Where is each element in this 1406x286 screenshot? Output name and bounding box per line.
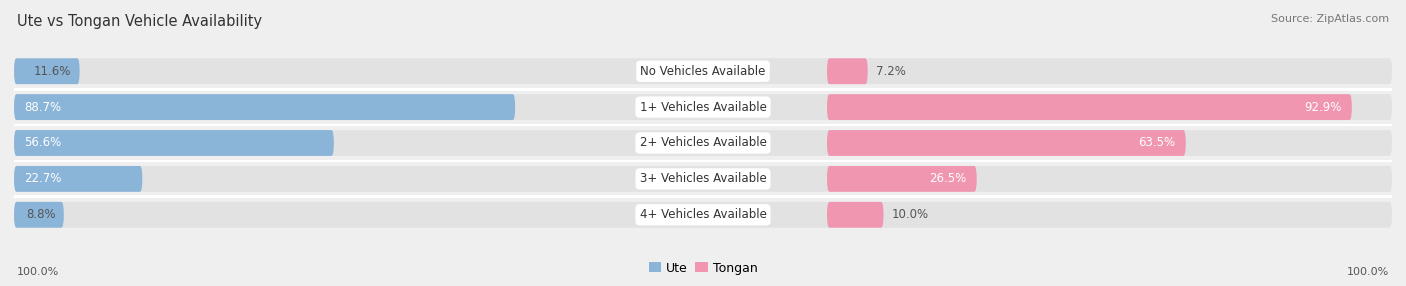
Text: 2+ Vehicles Available: 2+ Vehicles Available	[640, 136, 766, 150]
Text: 4+ Vehicles Available: 4+ Vehicles Available	[640, 208, 766, 221]
FancyBboxPatch shape	[14, 166, 1392, 192]
Text: 1+ Vehicles Available: 1+ Vehicles Available	[640, 101, 766, 114]
FancyBboxPatch shape	[827, 130, 1185, 156]
FancyBboxPatch shape	[14, 94, 515, 120]
Text: 26.5%: 26.5%	[929, 172, 966, 185]
Text: No Vehicles Available: No Vehicles Available	[640, 65, 766, 78]
Text: 56.6%: 56.6%	[24, 136, 62, 150]
Text: 100.0%: 100.0%	[17, 267, 59, 277]
FancyBboxPatch shape	[14, 202, 1392, 228]
Text: 22.7%: 22.7%	[24, 172, 62, 185]
Text: Ute vs Tongan Vehicle Availability: Ute vs Tongan Vehicle Availability	[17, 14, 262, 29]
FancyBboxPatch shape	[14, 202, 63, 228]
FancyBboxPatch shape	[827, 94, 1351, 120]
FancyBboxPatch shape	[14, 130, 1392, 156]
FancyBboxPatch shape	[14, 195, 1392, 198]
FancyBboxPatch shape	[827, 58, 868, 84]
Legend: Ute, Tongan: Ute, Tongan	[644, 257, 762, 279]
Text: 8.8%: 8.8%	[25, 208, 55, 221]
Text: 7.2%: 7.2%	[876, 65, 905, 78]
Text: 92.9%: 92.9%	[1305, 101, 1341, 114]
FancyBboxPatch shape	[14, 58, 80, 84]
FancyBboxPatch shape	[14, 124, 1392, 126]
FancyBboxPatch shape	[14, 94, 1392, 120]
FancyBboxPatch shape	[14, 160, 1392, 162]
Text: 88.7%: 88.7%	[24, 101, 62, 114]
Text: 10.0%: 10.0%	[891, 208, 929, 221]
FancyBboxPatch shape	[14, 166, 142, 192]
Text: 3+ Vehicles Available: 3+ Vehicles Available	[640, 172, 766, 185]
Text: 100.0%: 100.0%	[1347, 267, 1389, 277]
Text: 11.6%: 11.6%	[34, 65, 72, 78]
FancyBboxPatch shape	[827, 166, 977, 192]
Text: Source: ZipAtlas.com: Source: ZipAtlas.com	[1271, 14, 1389, 24]
Text: 63.5%: 63.5%	[1139, 136, 1175, 150]
FancyBboxPatch shape	[827, 202, 883, 228]
FancyBboxPatch shape	[14, 130, 333, 156]
FancyBboxPatch shape	[14, 58, 1392, 84]
FancyBboxPatch shape	[14, 88, 1392, 91]
